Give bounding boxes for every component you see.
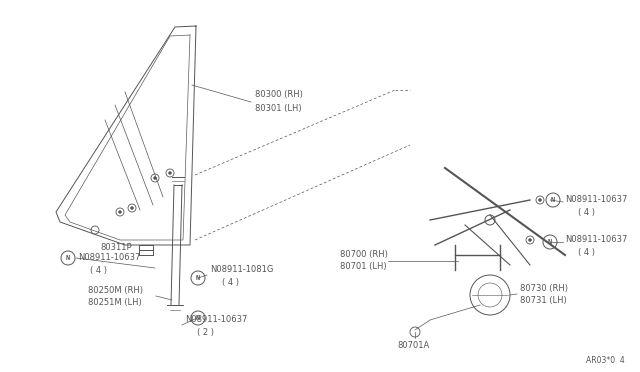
Circle shape xyxy=(529,238,531,241)
Text: N: N xyxy=(548,239,552,245)
Text: 80251M (LH): 80251M (LH) xyxy=(88,298,141,307)
Circle shape xyxy=(118,211,122,214)
Text: 80300 (RH): 80300 (RH) xyxy=(255,90,303,99)
Text: ( 4 ): ( 4 ) xyxy=(222,278,239,286)
Text: ( 2 ): ( 2 ) xyxy=(197,327,214,337)
Text: N08911-1081G: N08911-1081G xyxy=(210,266,273,275)
Text: 80730 (RH): 80730 (RH) xyxy=(520,283,568,292)
Circle shape xyxy=(538,199,541,202)
Circle shape xyxy=(131,206,134,209)
Text: ( 4 ): ( 4 ) xyxy=(578,208,595,217)
Text: AR03*0  4: AR03*0 4 xyxy=(586,356,625,365)
Text: N: N xyxy=(551,197,555,203)
Text: 80301 (LH): 80301 (LH) xyxy=(255,103,301,112)
Text: 80731 (LH): 80731 (LH) xyxy=(520,295,567,305)
Text: N08911-10637: N08911-10637 xyxy=(78,253,140,263)
Text: 80700 (RH): 80700 (RH) xyxy=(340,250,388,260)
Text: 80250M (RH): 80250M (RH) xyxy=(88,285,143,295)
Text: 80701 (LH): 80701 (LH) xyxy=(340,263,387,272)
Text: N: N xyxy=(66,255,70,261)
Circle shape xyxy=(168,171,172,174)
Text: ( 4 ): ( 4 ) xyxy=(578,247,595,257)
Text: N: N xyxy=(196,275,200,281)
Text: N08911-10637: N08911-10637 xyxy=(565,235,627,244)
Circle shape xyxy=(154,176,157,180)
Text: ( 4 ): ( 4 ) xyxy=(90,266,107,275)
Text: 80701A: 80701A xyxy=(397,340,429,350)
Text: N08911-10637: N08911-10637 xyxy=(565,196,627,205)
Text: 80311P: 80311P xyxy=(100,244,132,253)
Text: N: N xyxy=(196,315,200,321)
Text: N08911-10637: N08911-10637 xyxy=(185,315,248,324)
